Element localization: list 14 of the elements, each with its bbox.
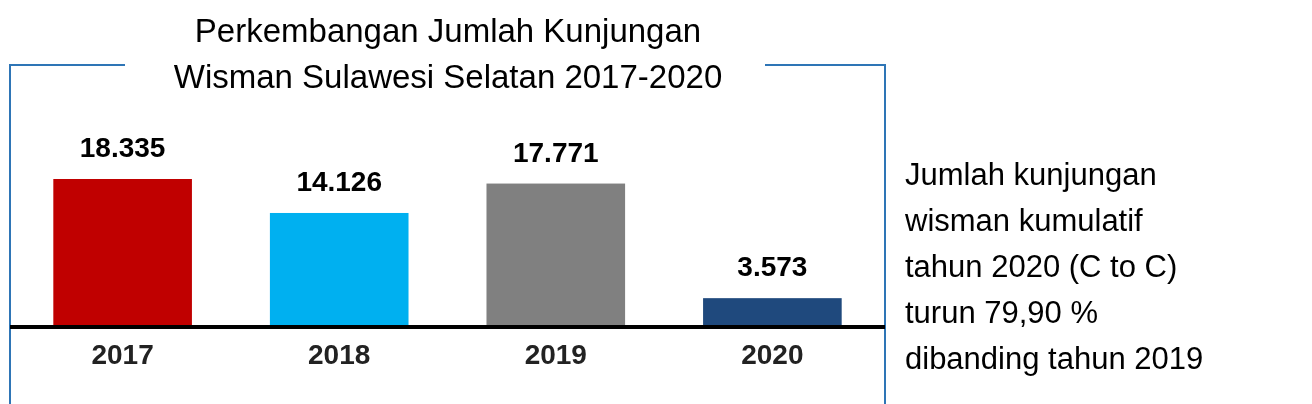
bar [269, 212, 409, 327]
x-tick-label: 2017 [91, 339, 154, 370]
data-label: 18.335 [79, 132, 166, 163]
text: Jumlah kunjungan wisman kumulatif tahun 2020 (C to C) turun 79,90 % dibanding tahun 2019 [904, 157, 1204, 376]
bar [53, 179, 192, 327]
bar [486, 183, 626, 327]
x-tick-label: 2018 [308, 339, 371, 370]
bar [703, 298, 842, 327]
data-label: 17.771 [512, 136, 599, 168]
data-label: 3.573 [737, 251, 808, 283]
chart-title: Perkembangan Jumlah Kunjungan Wisman Sulawesi Selatan 2017-2020 [173, 12, 723, 95]
x-tick-label: 2019 [524, 339, 587, 370]
x-tick-label: 2020 [741, 339, 804, 370]
data-label: 14.126 [296, 165, 383, 197]
